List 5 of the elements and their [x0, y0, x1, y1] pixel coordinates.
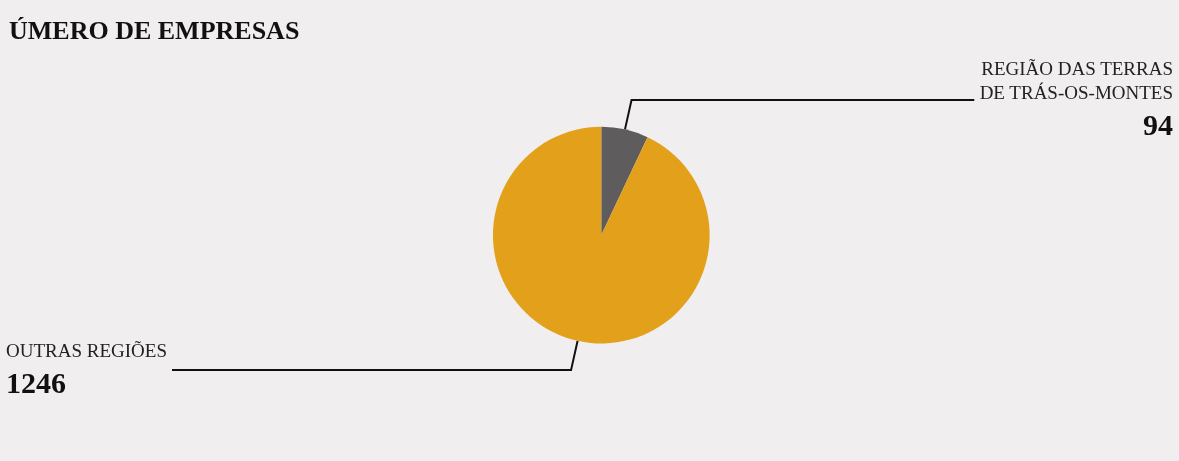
slice-label: OUTRAS REGIÕES [6, 339, 167, 361]
slice-label: REGIÃO DAS TERRAS DE TRÁS-OS-MONTES [979, 57, 1173, 103]
data-label: 1246 [6, 365, 66, 399]
data-label: 94 [1143, 107, 1173, 141]
chart-title: ÚMERO DE EMPRESAS [9, 15, 300, 45]
